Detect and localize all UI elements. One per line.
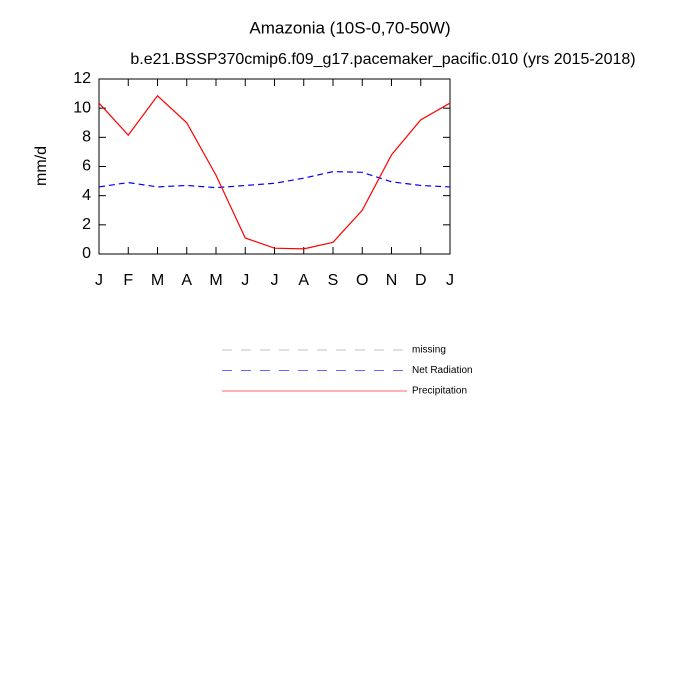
x-tick-label: F bbox=[123, 272, 133, 289]
x-tick-label: O bbox=[356, 272, 368, 289]
series-line bbox=[98, 171, 451, 189]
x-tick-label: D bbox=[415, 272, 427, 289]
legend-label: missing bbox=[412, 345, 446, 356]
x-tick-label: A bbox=[298, 272, 309, 289]
y-tick-label: 4 bbox=[82, 187, 91, 204]
legend-label: Precipitation bbox=[412, 386, 467, 397]
y-tick-label: 12 bbox=[73, 70, 91, 87]
y-tick-label: 0 bbox=[82, 245, 91, 262]
x-tick-label: J bbox=[446, 272, 454, 289]
plot-frame bbox=[98, 78, 451, 255]
chart-subtitle: b.e21.BSSP370cmip6.f09_g17.pacemaker_pac… bbox=[130, 51, 635, 68]
x-tick-label: N bbox=[386, 272, 398, 289]
x-tick-label: J bbox=[271, 272, 279, 289]
series-line bbox=[98, 94, 451, 250]
y-tick-label: 8 bbox=[82, 129, 91, 146]
x-tick-label: J bbox=[241, 272, 249, 289]
y-tick-label: 10 bbox=[73, 99, 91, 116]
y-axis-label: mm/d bbox=[33, 146, 50, 186]
y-tick-label: 6 bbox=[82, 158, 91, 175]
x-tick-label: M bbox=[209, 272, 222, 289]
x-tick-label: S bbox=[328, 272, 339, 289]
y-tick-label: 2 bbox=[82, 216, 91, 233]
x-tick-label: M bbox=[151, 272, 164, 289]
x-tick-label: A bbox=[181, 272, 192, 289]
legend-label: Net Radiation bbox=[412, 365, 473, 376]
chart-title: Amazonia (10S-0,70-50W) bbox=[249, 18, 450, 37]
x-tick-label: J bbox=[95, 272, 103, 289]
